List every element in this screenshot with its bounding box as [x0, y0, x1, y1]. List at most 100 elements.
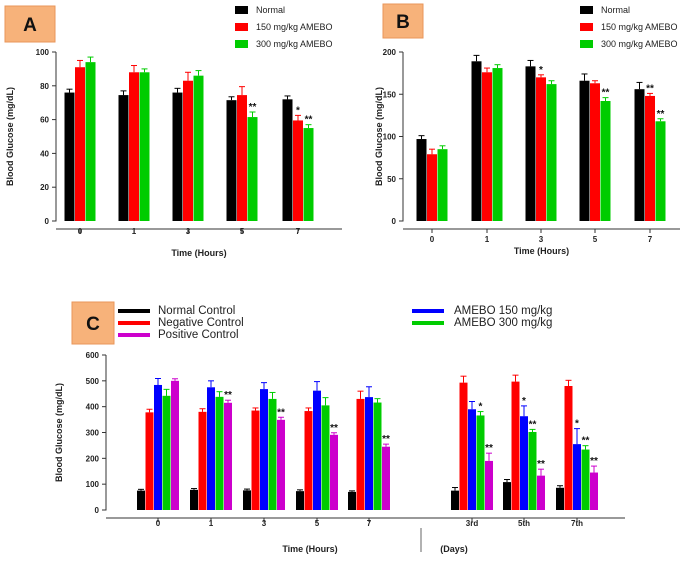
bar — [485, 460, 493, 510]
bar — [579, 80, 590, 221]
legend-label: 300 mg/kg AMEBO — [256, 39, 333, 49]
y-tick-label: 0 — [392, 217, 397, 226]
significance-label: ** — [224, 390, 232, 401]
bar — [492, 68, 503, 222]
y-tick-label: 20 — [40, 183, 49, 192]
significance-label: ** — [305, 115, 313, 126]
legend-swatch — [412, 321, 444, 325]
y-tick-label: 100 — [383, 133, 397, 142]
bar — [137, 490, 145, 510]
y-tick-label: 400 — [86, 403, 100, 412]
y-tick-label: 300 — [86, 429, 100, 438]
y-tick-label: 100 — [36, 48, 50, 57]
bar — [226, 100, 237, 221]
legend-label: 150 mg/kg AMEBO — [256, 22, 333, 32]
bar — [573, 444, 581, 510]
bar — [190, 489, 198, 510]
bar — [154, 384, 162, 510]
bar — [172, 92, 183, 221]
y-tick-label: 200 — [86, 454, 100, 463]
significance-label: ** — [646, 83, 654, 94]
bar — [243, 490, 251, 510]
bar — [260, 389, 268, 510]
x-tick-label: 5 — [593, 235, 598, 244]
x-tick-label: 0 — [78, 227, 83, 236]
bar — [129, 72, 139, 221]
significance-label: ** — [249, 102, 257, 113]
bar — [655, 121, 666, 221]
y-tick-label: 60 — [40, 116, 49, 125]
x-axis-label-days: (Days) — [440, 544, 468, 554]
bar — [118, 95, 129, 221]
bar — [511, 381, 520, 510]
panel-a: 0 20 40 60 80 100 0 1 3 5 7 Blood Glucose (mg/dL) Ti… — [4, 5, 342, 258]
x-axis-label: Time (Hours) — [282, 544, 337, 554]
bar — [268, 398, 277, 510]
significance-label: ** — [485, 443, 493, 454]
panel-c: 0 100 200 300 400 500 600 0 1 3 5 7 3rd 5th 7th Blood G… — [54, 301, 625, 554]
x-tick-label: 3 — [186, 227, 191, 236]
significance-label: * — [479, 402, 483, 413]
x-tick-label: 0 — [156, 519, 161, 528]
bar — [64, 92, 75, 221]
bar — [482, 72, 492, 221]
legend-swatch — [580, 40, 593, 48]
panel-badge-label: C — [86, 314, 100, 335]
bar — [145, 412, 154, 510]
y-tick-label: 0 — [45, 217, 50, 226]
legend-swatch — [235, 23, 248, 31]
bar — [251, 410, 260, 510]
bar — [590, 83, 600, 221]
x-tick-label: 1 — [485, 235, 490, 244]
y-tick-label: 600 — [86, 351, 100, 360]
significance-label: ** — [277, 407, 285, 418]
bar — [468, 409, 476, 510]
bar — [313, 390, 321, 510]
significance-label: * — [296, 105, 300, 116]
significance-label: ** — [382, 434, 390, 445]
bar — [503, 482, 511, 510]
significance-label: ** — [330, 423, 338, 434]
bar — [373, 402, 382, 510]
legend-label: Normal Control — [158, 305, 235, 317]
y-axis-label: Blood Glucose (mg/dL) — [5, 87, 15, 186]
x-axis-label: Time (Hours) — [171, 248, 226, 258]
bar — [476, 415, 485, 510]
bar — [237, 95, 247, 221]
bar — [581, 449, 590, 510]
bar — [277, 419, 285, 510]
bar — [330, 434, 338, 510]
legend-swatch — [118, 333, 150, 337]
significance-label: * — [522, 396, 526, 407]
significance-label: * — [575, 419, 579, 430]
x-tick-label: 5th — [518, 519, 530, 528]
legend-swatch — [580, 6, 593, 14]
x-tick-label: 0 — [430, 235, 435, 244]
significance-label: ** — [657, 109, 665, 120]
legend-swatch — [118, 321, 150, 325]
bar — [416, 139, 427, 221]
legend-swatch — [235, 6, 248, 14]
panel-badge-label: B — [396, 12, 410, 33]
panel-badge — [4, 5, 56, 43]
legend-label: Normal — [601, 5, 630, 15]
legend-label: 300 mg/kg AMEBO — [601, 39, 678, 49]
x-tick-label: 7th — [571, 519, 583, 528]
x-axis-label: Time (Hours) — [514, 246, 569, 256]
panel-badge — [382, 3, 424, 39]
legend-label: 150 mg/kg AMEBO — [601, 22, 678, 32]
bar — [293, 120, 303, 221]
bar — [427, 154, 437, 221]
bar — [247, 117, 258, 221]
x-tick-label: 7 — [367, 519, 372, 528]
panel-b: 0 50 100 150 200 0 1 3 5 7 Blood Glucose (mg/dL) Ti… — [374, 3, 680, 256]
y-tick-label: 80 — [40, 82, 49, 91]
significance-label: ** — [590, 456, 598, 467]
legend-swatch — [580, 23, 593, 31]
bar — [564, 386, 573, 510]
y-tick-label: 0 — [95, 506, 100, 515]
legend-swatch — [412, 309, 444, 313]
bar — [139, 72, 150, 221]
legend-label: Negative Control — [158, 317, 244, 329]
